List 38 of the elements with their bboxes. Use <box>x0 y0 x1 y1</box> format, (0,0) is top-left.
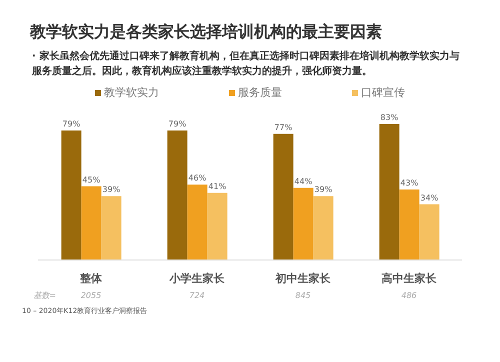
data-label: 46% <box>188 174 207 183</box>
text: 486 <box>401 291 417 300</box>
x-tick-label: 整体 <box>79 272 103 285</box>
data-label: 34% <box>420 193 439 202</box>
bar <box>379 124 400 260</box>
legend-label: 教学软实力 <box>103 85 159 100</box>
chart-subtitle: · 家长虽然会优先通过口碑来了解教育机构，但在真正选择时口碑因素排在培训机构教学软实力与服务质量之后。因此，教育机构应该注重教学软实力的提升，强化师资力量。 <box>30 49 460 79</box>
bar <box>313 196 334 260</box>
data-label: 77% <box>274 122 293 132</box>
bar <box>101 196 122 260</box>
data-label: 39% <box>314 185 333 194</box>
bar <box>273 134 294 260</box>
x-tick-label: 小学生家长 <box>168 272 226 285</box>
data-label: 43% <box>400 178 419 188</box>
text: 724 <box>189 291 205 300</box>
bar <box>419 204 440 260</box>
bar <box>61 130 82 260</box>
data-label: 79% <box>168 120 187 129</box>
legend-label: 口碑宣传 <box>360 85 405 100</box>
data-label: 45% <box>82 175 101 184</box>
bar <box>207 192 228 260</box>
text: 2055 <box>80 291 102 300</box>
x-tick-label: 高中生家长 <box>382 272 438 285</box>
text: 基数= <box>33 291 56 300</box>
text: 845 <box>295 291 311 300</box>
data-label: 79% <box>62 120 81 129</box>
data-label: 41% <box>208 182 227 191</box>
bar <box>293 188 314 260</box>
legend-label: 服务质量 <box>237 85 282 100</box>
bar <box>81 186 102 260</box>
data-label: 39% <box>102 185 121 194</box>
bar <box>167 130 188 260</box>
chart-title: 教学软实力是各类家长选择培训机构的最主要因素 <box>28 21 383 43</box>
data-label: 44% <box>294 176 313 186</box>
data-label: 83% <box>380 113 399 122</box>
bar <box>399 190 420 260</box>
x-tick-label: 初中生家长 <box>274 272 332 285</box>
bar <box>187 184 208 260</box>
